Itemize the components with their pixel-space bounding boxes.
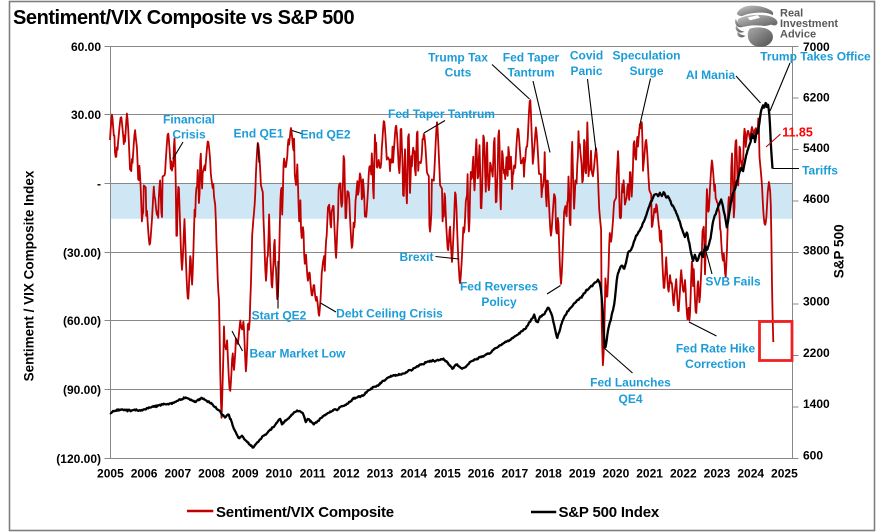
svg-text:AI Mania: AI Mania — [686, 68, 736, 82]
svg-text:2020: 2020 — [603, 467, 630, 481]
svg-text:2021: 2021 — [636, 467, 663, 481]
svg-text:2007: 2007 — [164, 467, 191, 481]
svg-text:Advice: Advice — [780, 29, 816, 41]
svg-text:Sentiment/VIX Composite vs S&P: Sentiment/VIX Composite vs S&P 500 — [13, 7, 354, 29]
svg-text:S&P 500: S&P 500 — [832, 224, 847, 278]
svg-text:Bear Market Low: Bear Market Low — [249, 347, 346, 361]
svg-text:2010: 2010 — [266, 467, 293, 481]
svg-text:3800: 3800 — [803, 243, 830, 257]
svg-text:2012: 2012 — [333, 467, 360, 481]
svg-text:6200: 6200 — [803, 90, 830, 104]
svg-text:Cuts: Cuts — [445, 66, 472, 80]
svg-text:Trump Takes Office: Trump Takes Office — [760, 50, 871, 64]
svg-text:600: 600 — [803, 448, 823, 462]
svg-text:7000: 7000 — [803, 40, 830, 54]
svg-text:Investment: Investment — [780, 18, 838, 30]
svg-text:2022: 2022 — [670, 467, 697, 481]
svg-text:Fed Taper Tantrum: Fed Taper Tantrum — [388, 107, 495, 121]
svg-text:Covid: Covid — [570, 49, 603, 63]
svg-text:End QE1: End QE1 — [233, 127, 283, 141]
svg-text:2013: 2013 — [367, 467, 394, 481]
svg-text:2014: 2014 — [400, 467, 427, 481]
svg-text:2015: 2015 — [434, 467, 461, 481]
svg-text:2018: 2018 — [535, 467, 562, 481]
svg-text:2023: 2023 — [704, 467, 731, 481]
svg-text:Panic: Panic — [570, 64, 602, 78]
svg-text:Fed Rate Hike: Fed Rate Hike — [676, 342, 756, 356]
svg-text:Financial: Financial — [163, 113, 215, 127]
svg-text:Tantrum: Tantrum — [507, 66, 554, 80]
svg-text:Sentiment/VIX Composite: Sentiment/VIX Composite — [216, 504, 394, 521]
svg-text:2009: 2009 — [232, 467, 259, 481]
svg-text:Tariffs: Tariffs — [802, 164, 838, 178]
svg-text:(30.00): (30.00) — [63, 246, 101, 260]
svg-text:2006: 2006 — [131, 467, 158, 481]
svg-text:Surge: Surge — [629, 64, 663, 78]
svg-text:SVB Fails: SVB Fails — [705, 275, 761, 289]
svg-text:Trump Tax: Trump Tax — [428, 51, 488, 65]
svg-text:2200: 2200 — [803, 346, 830, 360]
svg-text:2011: 2011 — [300, 467, 326, 481]
svg-text:Crisis: Crisis — [172, 128, 206, 142]
svg-text:QE4: QE4 — [618, 392, 642, 406]
svg-text:Sentiment / VIX Composite Inde: Sentiment / VIX Composite Index — [22, 170, 37, 381]
svg-text:(60.00): (60.00) — [63, 314, 101, 328]
svg-text:2016: 2016 — [468, 467, 495, 481]
svg-text:Brexit: Brexit — [399, 250, 433, 264]
svg-text:(120.00): (120.00) — [56, 452, 101, 466]
svg-text:2017: 2017 — [501, 467, 528, 481]
svg-text:S&P 500 Index: S&P 500 Index — [559, 504, 660, 521]
svg-text:2005: 2005 — [97, 467, 124, 481]
svg-text:Correction: Correction — [685, 357, 746, 371]
svg-text:(90.00): (90.00) — [63, 383, 101, 397]
svg-text:60.00: 60.00 — [71, 40, 101, 54]
svg-text:2019: 2019 — [569, 467, 596, 481]
svg-text:Fed Reverses: Fed Reverses — [460, 280, 538, 294]
svg-text:Real: Real — [780, 8, 803, 20]
svg-text:1400: 1400 — [803, 397, 830, 411]
svg-text:Policy: Policy — [481, 295, 517, 309]
svg-text:End QE2: End QE2 — [300, 128, 350, 142]
svg-text:Fed Launches: Fed Launches — [590, 376, 671, 390]
svg-text:11.85: 11.85 — [782, 126, 813, 140]
svg-text:4600: 4600 — [803, 192, 830, 206]
svg-text:Start QE2: Start QE2 — [252, 309, 307, 323]
svg-text:2008: 2008 — [198, 467, 225, 481]
svg-text:-: - — [97, 177, 101, 191]
svg-text:5400: 5400 — [803, 141, 830, 155]
svg-text:30.00: 30.00 — [71, 108, 101, 122]
svg-text:2024: 2024 — [737, 467, 764, 481]
svg-text:2025: 2025 — [771, 467, 798, 481]
svg-text:Fed Taper: Fed Taper — [503, 51, 560, 65]
svg-text:Debt Ceiling Crisis: Debt Ceiling Crisis — [336, 307, 443, 321]
svg-text:3000: 3000 — [803, 295, 830, 309]
svg-text:Speculation: Speculation — [612, 49, 680, 63]
